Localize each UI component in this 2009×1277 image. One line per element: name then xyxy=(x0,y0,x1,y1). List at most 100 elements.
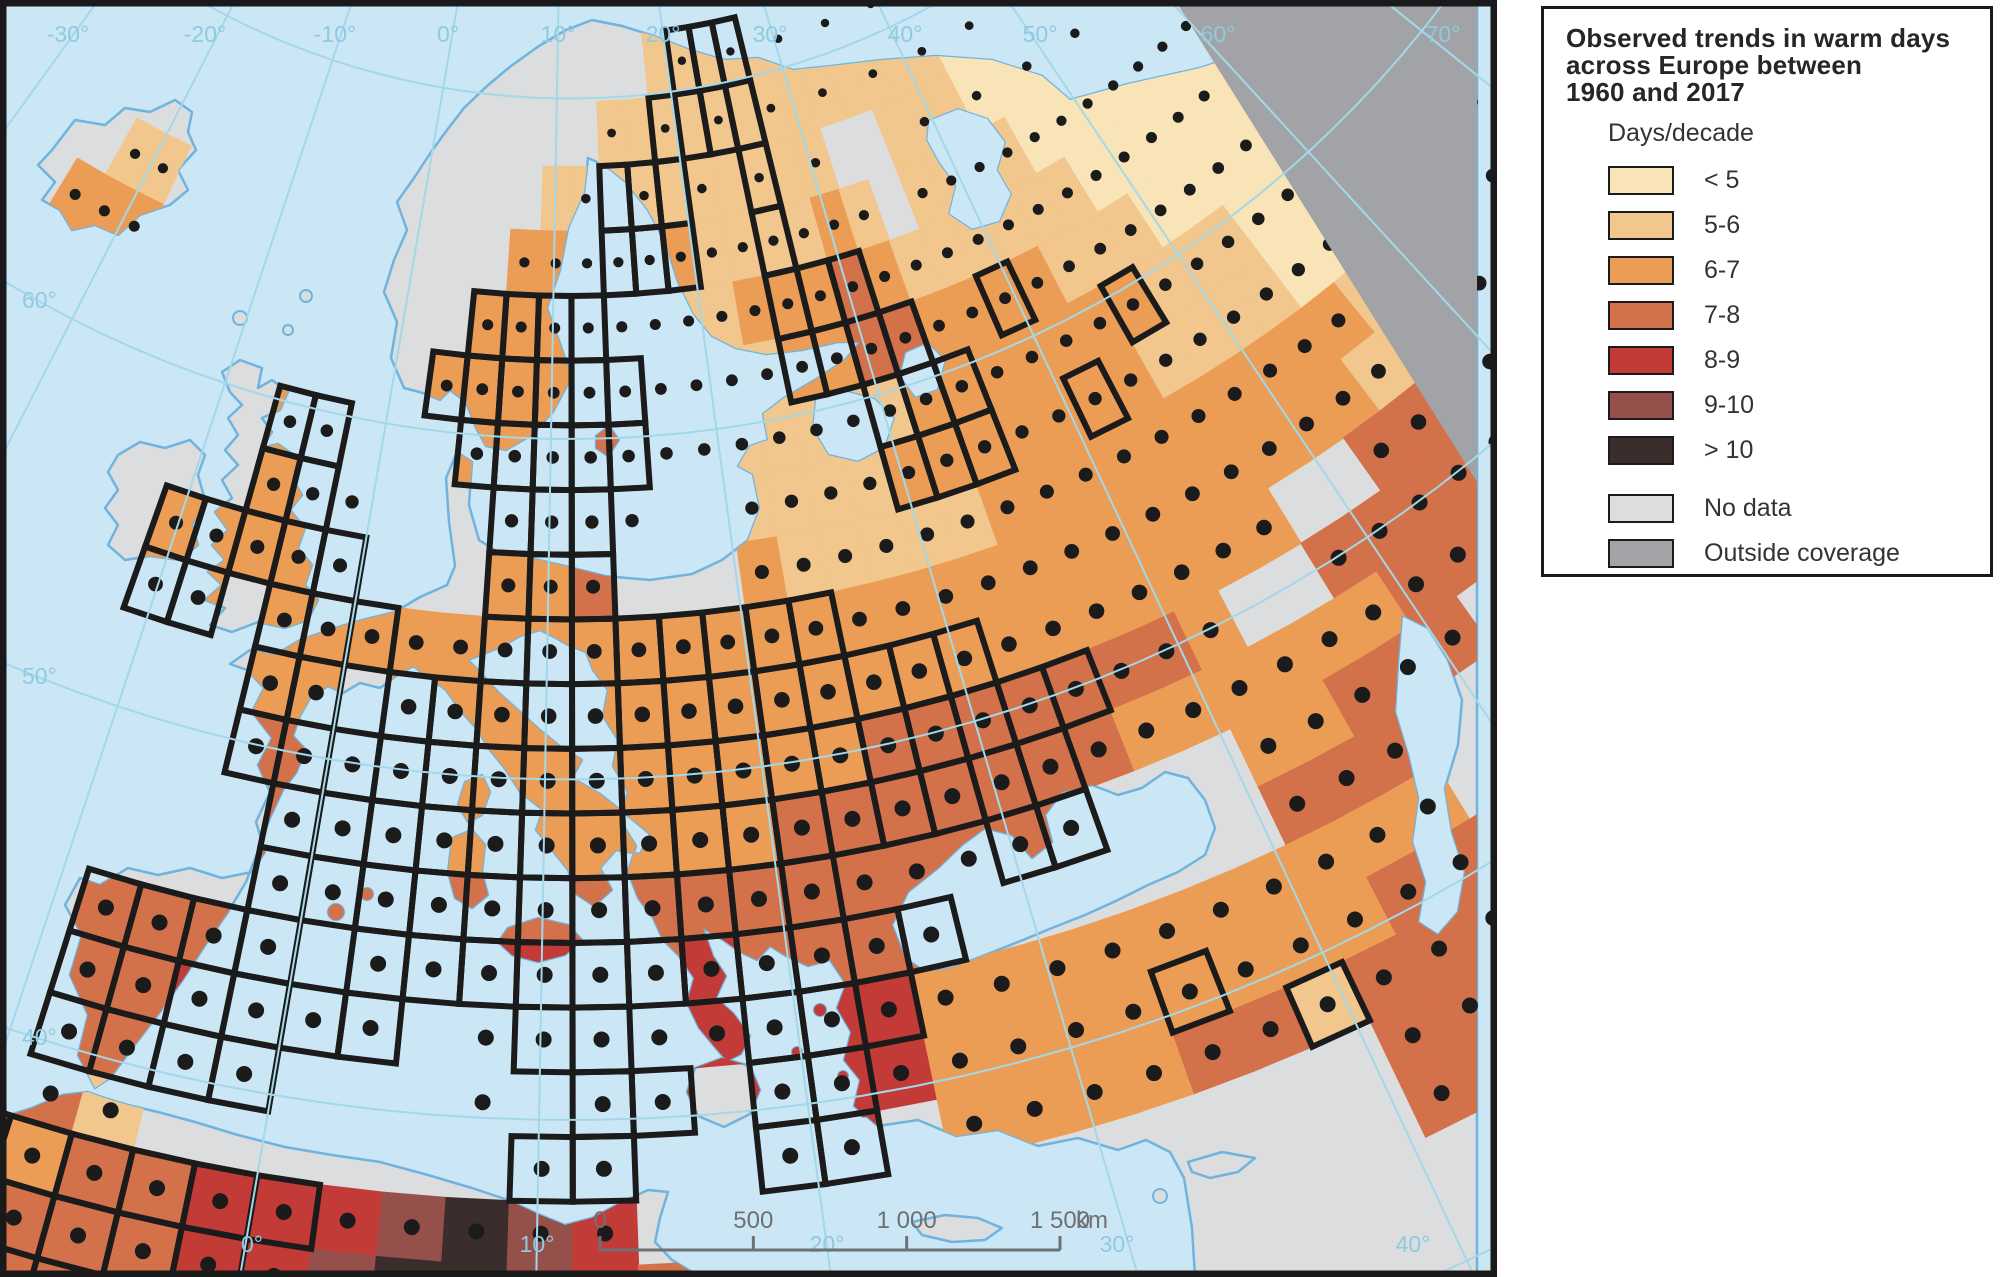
cell-dot xyxy=(1029,131,1040,143)
cell-dot xyxy=(1227,386,1242,401)
cell-dot xyxy=(536,966,553,983)
graticule-label: 70° xyxy=(1426,21,1461,47)
significant-cell-outline xyxy=(971,257,1040,340)
cell-dot xyxy=(1061,187,1073,199)
trend-cell xyxy=(572,1264,642,1277)
cell-dot xyxy=(641,835,658,852)
cell-dot xyxy=(308,684,324,701)
cell-dot xyxy=(364,629,380,644)
cell-dot xyxy=(880,737,897,754)
cell-dot xyxy=(784,494,799,508)
cell-dot xyxy=(933,319,945,332)
cell-dot xyxy=(1093,316,1107,330)
cell-dot xyxy=(205,927,222,944)
cell-dot xyxy=(1125,1003,1142,1020)
cell-dot xyxy=(1104,942,1121,959)
cell-dot xyxy=(974,161,985,173)
cell-dot xyxy=(582,322,594,334)
cell-dot xyxy=(79,961,96,978)
cell-dot xyxy=(1181,983,1198,1000)
cell-dot xyxy=(1375,969,1392,986)
cell-dot xyxy=(796,360,809,373)
cell-dot xyxy=(584,451,597,464)
cell-dot xyxy=(1116,449,1131,464)
cell-dot xyxy=(894,800,911,817)
cell-dot xyxy=(425,961,442,978)
cell-dot xyxy=(1172,111,1184,123)
graticule-label: 0° xyxy=(437,21,459,47)
legend-swatch xyxy=(1608,211,1674,240)
significant-cell-outline xyxy=(628,1064,699,1140)
cell-dot xyxy=(1354,686,1371,703)
cell-dot xyxy=(470,447,484,460)
cell-dot xyxy=(814,290,826,302)
cell-dot xyxy=(1108,80,1119,91)
cell-dot xyxy=(813,947,830,964)
cell-dot xyxy=(430,896,447,913)
cell-dot xyxy=(1256,519,1272,536)
cell-dot xyxy=(993,774,1010,791)
significant-cell-outline xyxy=(658,219,705,295)
cell-dot xyxy=(408,635,424,650)
cell-dot xyxy=(1039,484,1054,499)
cell-dot xyxy=(793,819,810,836)
graticule-label: 40° xyxy=(1396,1231,1431,1257)
cell-dot xyxy=(698,443,711,456)
legend-item: 6-7 xyxy=(1608,248,1980,293)
cell-dot xyxy=(1078,467,1093,482)
cell-dot xyxy=(377,891,394,908)
cell-dot xyxy=(549,322,561,334)
cell-dot xyxy=(441,767,458,784)
cell-dot xyxy=(649,318,661,331)
trend-cell xyxy=(1449,873,1477,963)
significant-cell-outline xyxy=(0,1244,41,1277)
cell-dot xyxy=(709,1025,726,1042)
cell-dot xyxy=(24,1147,41,1164)
cell-dot xyxy=(901,465,916,480)
cell-dot xyxy=(1291,262,1305,277)
cell-dot xyxy=(1063,819,1080,836)
cell-dot xyxy=(1063,260,1075,273)
cell-dot xyxy=(385,827,402,844)
cell-dot xyxy=(86,1164,103,1181)
cell-dot xyxy=(42,1085,59,1102)
legend-title-line1: Observed trends in warm days xyxy=(1566,23,1951,53)
legend-item-label: 7-8 xyxy=(1704,301,1741,329)
cell-dot xyxy=(1154,204,1167,217)
cell-dot xyxy=(919,392,933,406)
cell-dot xyxy=(1191,408,1206,424)
cell-dot xyxy=(880,1001,897,1018)
cell-dot xyxy=(504,514,519,528)
cell-dot xyxy=(1262,1021,1279,1038)
cell-dot xyxy=(677,56,687,65)
cell-dot xyxy=(1088,603,1105,619)
parallel-line xyxy=(0,0,1447,440)
cell-dot xyxy=(798,228,810,239)
significant-cell-outlines xyxy=(0,13,1374,1277)
cell-dot xyxy=(1026,1100,1043,1117)
cell-dot xyxy=(823,1011,840,1028)
cell-dot xyxy=(1261,441,1277,456)
cell-dot xyxy=(956,650,973,667)
cell-dot xyxy=(1022,560,1038,576)
cell-dot xyxy=(1319,996,1336,1013)
cell-dot xyxy=(1159,923,1176,940)
graticule-label: 40° xyxy=(22,1024,57,1050)
cell-dot xyxy=(1090,169,1102,181)
graticule-label: 30° xyxy=(753,21,788,47)
cell-dot xyxy=(586,644,602,659)
cell-dot xyxy=(593,1031,610,1048)
scale-bar-label: 1 500 xyxy=(1030,1207,1090,1234)
cell-dot xyxy=(660,123,670,133)
cell-dot xyxy=(1212,901,1229,918)
significant-cell-outline xyxy=(168,1223,250,1277)
cell-dot xyxy=(550,258,561,269)
cell-dot xyxy=(865,342,878,355)
cell-dot xyxy=(487,835,504,852)
cell-dot xyxy=(1289,795,1306,812)
cell-dot xyxy=(305,1012,322,1029)
cell-dot xyxy=(296,748,313,765)
cell-dot xyxy=(344,756,361,773)
cell-dot xyxy=(236,1065,253,1082)
cell-dot xyxy=(334,820,351,837)
